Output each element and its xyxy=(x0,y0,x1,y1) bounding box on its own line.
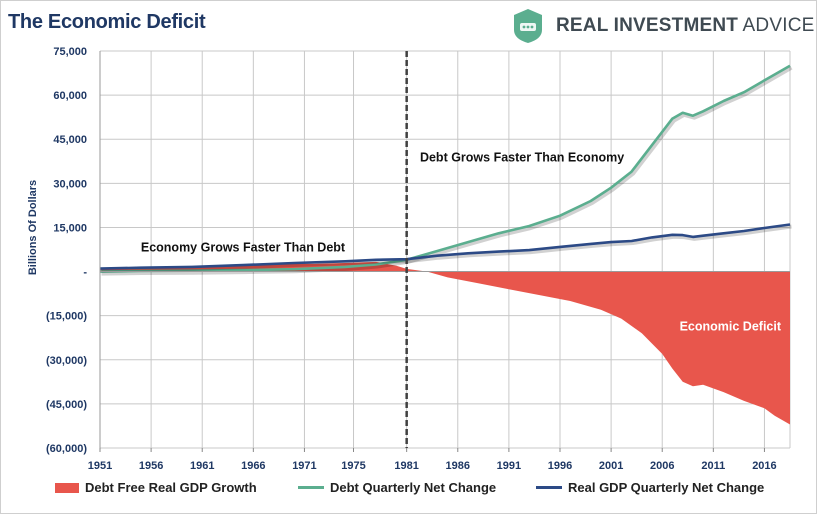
brand-name: REAL INVESTMENT ADVICE xyxy=(556,15,815,37)
x-tick-label: 1966 xyxy=(241,460,265,472)
series-line-gdp-change xyxy=(99,223,791,270)
brand-logo-icon xyxy=(514,9,542,43)
brand-name-bold: REAL INVESTMENT xyxy=(556,15,739,36)
x-tick-label: 1971 xyxy=(292,460,316,472)
x-tick-label: 2006 xyxy=(650,460,674,472)
y-tick-label: (45,000) xyxy=(46,399,87,411)
annotation-economic-deficit: Economic Deficit xyxy=(680,319,782,333)
chart-title: The Economic Deficit xyxy=(8,11,206,33)
y-axis-title: Billions Of Dollars xyxy=(27,180,39,275)
x-tick-label: 1981 xyxy=(394,460,418,472)
legend-label-gdp-change: Real GDP Quarterly Net Change xyxy=(568,480,765,495)
y-tick-label: (30,000) xyxy=(46,355,87,367)
legend-swatch-gdp xyxy=(536,486,562,489)
y-tick-label: - xyxy=(83,267,87,279)
legend-item-debt-free-gdp: Debt Free Real GDP Growth xyxy=(55,480,257,495)
brand-name-light: ADVICE xyxy=(742,15,815,36)
y-tick-label: 75,000 xyxy=(53,46,87,58)
y-tick-label: 60,000 xyxy=(53,90,87,102)
x-tick-label: 1991 xyxy=(497,460,521,472)
y-tick-label: (15,000) xyxy=(46,311,87,323)
x-tick-label: 1986 xyxy=(446,460,470,472)
chart-legend: Debt Free Real GDP Growth Debt Quarterly… xyxy=(0,480,817,500)
y-tick-label: (60,000) xyxy=(46,443,87,455)
legend-item-debt-change: Debt Quarterly Net Change xyxy=(298,480,496,495)
brand-header: REAL INVESTMENT ADVICE xyxy=(512,8,815,44)
series-area-debt-free-gdp xyxy=(100,261,790,425)
legend-label-debt-free-gdp: Debt Free Real GDP Growth xyxy=(85,480,257,495)
x-tick-label: 1996 xyxy=(548,460,572,472)
chart-plot: 75,000 60,000 45,000 30,000 15,000 - (15,000) (… xyxy=(27,46,793,472)
x-tick-label: 1956 xyxy=(139,460,163,472)
legend-label-debt-change: Debt Quarterly Net Change xyxy=(330,480,497,495)
axes xyxy=(99,51,790,452)
annotations: Economy Grows Faster Than Debt Debt Grows… xyxy=(141,151,782,334)
x-tick-label: 2016 xyxy=(752,460,776,472)
series-line-gdp-change-shadow xyxy=(101,224,792,273)
series-line-debt-change xyxy=(99,64,791,273)
legend-swatch-deficit xyxy=(55,482,79,493)
y-tick-label: 30,000 xyxy=(53,178,87,190)
legend-swatch-debt xyxy=(298,486,324,489)
tick-labels: 75,000 60,000 45,000 30,000 15,000 - (15,000) (… xyxy=(27,46,777,472)
x-tick-label: 1961 xyxy=(190,460,214,472)
y-tick-label: 45,000 xyxy=(53,134,87,146)
x-tick-label: 1975 xyxy=(341,460,365,472)
y-tick-label: 15,000 xyxy=(53,222,87,234)
deficit-area-layer xyxy=(100,261,790,425)
annotation-economy-grows-faster: Economy Grows Faster Than Debt xyxy=(141,241,346,255)
x-tick-label: 1951 xyxy=(88,460,112,472)
legend-item-gdp-change: Real GDP Quarterly Net Change xyxy=(536,480,764,495)
x-tick-label: 2001 xyxy=(599,460,623,472)
annotation-debt-grows-faster: Debt Grows Faster Than Economy xyxy=(420,151,624,165)
x-tick-label: 2011 xyxy=(701,460,725,472)
